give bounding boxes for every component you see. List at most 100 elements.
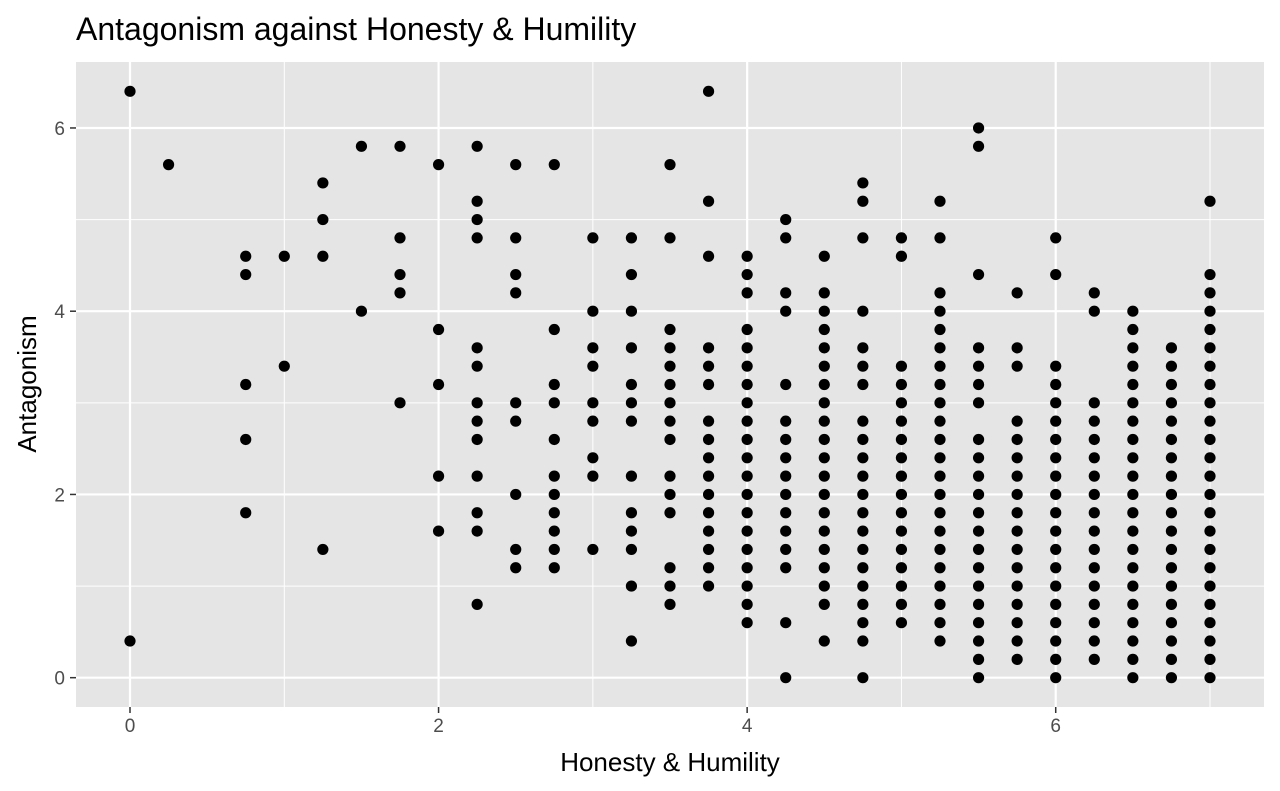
y-axis-title: Antagonism <box>12 315 42 452</box>
data-point <box>1204 562 1216 574</box>
data-point <box>1127 342 1139 354</box>
data-point <box>972 122 985 134</box>
data-point <box>934 507 946 519</box>
data-point <box>702 85 715 97</box>
data-point <box>664 323 676 336</box>
data-point <box>1204 488 1216 501</box>
data-point <box>1204 507 1216 519</box>
data-point <box>1011 562 1023 574</box>
data-point <box>972 525 985 537</box>
data-point <box>934 525 946 537</box>
data-point <box>1050 232 1062 244</box>
data-point <box>1088 653 1100 665</box>
data-point <box>780 562 792 574</box>
data-point <box>895 562 908 574</box>
data-point <box>780 452 792 464</box>
data-point <box>1088 287 1100 299</box>
data-point <box>934 580 946 592</box>
data-point <box>394 268 406 281</box>
data-point <box>432 159 445 171</box>
data-point <box>702 580 715 592</box>
data-point <box>972 580 985 592</box>
data-point <box>1204 323 1216 336</box>
data-point <box>934 195 946 207</box>
data-point <box>510 488 522 501</box>
data-point <box>1050 360 1062 372</box>
data-point <box>818 507 830 519</box>
data-point <box>818 562 830 574</box>
data-point <box>1127 598 1139 610</box>
data-point <box>895 378 908 391</box>
data-point <box>1204 470 1216 482</box>
data-point <box>741 488 753 501</box>
data-point <box>895 433 908 446</box>
data-point <box>972 653 985 665</box>
data-point <box>895 543 908 556</box>
data-point <box>432 525 445 537</box>
data-point <box>510 287 522 299</box>
data-point <box>1127 543 1139 556</box>
data-point <box>1127 488 1139 501</box>
data-point <box>548 507 560 519</box>
data-point <box>124 635 136 647</box>
data-point <box>1050 507 1062 519</box>
data-point <box>471 140 483 152</box>
data-point <box>1088 543 1100 556</box>
data-point <box>818 598 830 610</box>
data-point <box>895 232 908 244</box>
data-point <box>972 268 985 281</box>
data-point <box>741 323 753 336</box>
data-point <box>587 452 599 464</box>
data-point <box>1088 433 1100 446</box>
data-point <box>1011 580 1023 592</box>
data-point <box>664 507 676 519</box>
data-point <box>664 433 676 446</box>
data-point <box>857 635 869 647</box>
data-point <box>471 415 483 427</box>
data-point <box>625 415 638 427</box>
data-point <box>510 268 522 281</box>
data-point <box>1050 543 1062 556</box>
data-point <box>857 433 869 446</box>
data-point <box>818 543 830 556</box>
data-point <box>895 488 908 501</box>
data-point <box>702 342 715 354</box>
data-point <box>1165 672 1178 684</box>
data-point <box>895 397 908 409</box>
data-point <box>702 195 715 207</box>
data-point <box>741 525 753 537</box>
data-point <box>471 342 483 354</box>
data-point <box>1204 617 1216 629</box>
data-point <box>625 507 638 519</box>
data-point <box>972 140 985 152</box>
data-point <box>625 305 638 317</box>
data-point <box>510 415 522 427</box>
data-point <box>702 488 715 501</box>
data-point <box>1165 598 1178 610</box>
data-point <box>1088 562 1100 574</box>
data-point <box>934 488 946 501</box>
data-point <box>702 470 715 482</box>
y-tick-label: 6 <box>54 119 65 140</box>
data-point <box>702 543 715 556</box>
y-axis-ticks: 0 2 4 6 <box>54 119 76 690</box>
data-point <box>1050 268 1062 281</box>
data-point <box>625 470 638 482</box>
data-point <box>1088 617 1100 629</box>
data-point <box>1011 488 1023 501</box>
data-point <box>587 232 599 244</box>
data-point <box>780 543 792 556</box>
data-point <box>934 617 946 629</box>
data-point <box>1204 672 1216 684</box>
data-point <box>1088 507 1100 519</box>
data-point <box>818 305 830 317</box>
data-point <box>895 525 908 537</box>
data-point <box>1050 635 1062 647</box>
data-point <box>1165 433 1178 446</box>
data-point <box>625 580 638 592</box>
data-point <box>432 470 445 482</box>
data-point <box>741 342 753 354</box>
data-point <box>664 488 676 501</box>
data-point <box>818 378 830 391</box>
data-point <box>1165 342 1178 354</box>
